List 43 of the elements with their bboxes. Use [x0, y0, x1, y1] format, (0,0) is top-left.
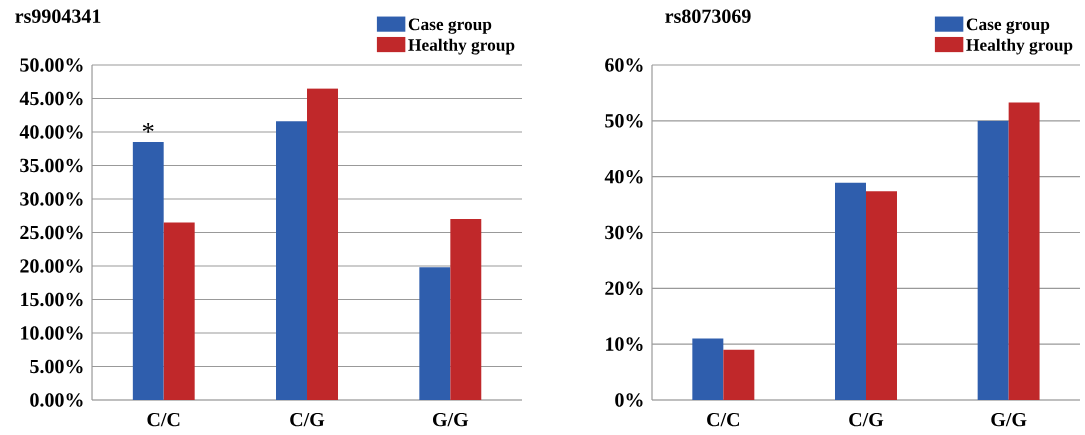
x-tick-label: C/C — [707, 412, 740, 427]
y-tick-label: 5.00% — [30, 359, 83, 374]
y-tick-label: 35.00% — [20, 158, 83, 173]
y-tick-label: 50.00% — [20, 58, 83, 72]
x-tick-label: G/G — [991, 412, 1027, 427]
bar — [866, 191, 897, 400]
x-tick-label: C/G — [290, 412, 325, 427]
bar — [692, 338, 724, 400]
bar — [419, 267, 451, 400]
bar — [132, 142, 164, 400]
bar — [835, 182, 866, 400]
y-tick-label: 45.00% — [19, 91, 83, 106]
y-tick-label: 20% — [605, 281, 643, 296]
y-tick-label: 30.00% — [20, 192, 83, 206]
bar — [307, 88, 339, 400]
y-tick-label: 20.00% — [20, 259, 83, 273]
y-tick-label: 50% — [605, 114, 643, 128]
chart-title: rs9904341 — [15, 9, 101, 23]
y-tick-label: 60% — [605, 58, 643, 72]
legend-label: Case group — [966, 18, 1050, 34]
bar — [450, 219, 482, 400]
chart-title: rs8073069 — [665, 9, 751, 23]
y-tick-label: 0.00% — [30, 393, 83, 407]
annotation: * — [142, 122, 154, 133]
bar — [163, 222, 195, 400]
legend-label: Case group — [408, 18, 492, 34]
x-tick-label: C/G — [849, 412, 884, 427]
y-tick-label: 0% — [615, 393, 643, 407]
legend-label: Healthy group — [966, 38, 1073, 55]
y-tick-label: 25.00% — [20, 225, 83, 240]
y-tick-label: 10% — [606, 337, 643, 351]
y-tick-label: 40% — [604, 169, 643, 184]
legend-label: Healthy group — [408, 38, 515, 55]
y-tick-label: 30% — [605, 225, 643, 240]
x-tick-label: G/G — [432, 412, 469, 427]
bar — [276, 121, 308, 400]
y-tick-label: 10.00% — [21, 326, 83, 340]
y-tick-label: 40.00% — [19, 125, 83, 139]
y-tick-label: 15.00% — [21, 292, 83, 307]
bar — [1008, 102, 1040, 400]
x-tick-label: C/C — [147, 412, 180, 427]
bar — [977, 120, 1009, 400]
bar — [723, 349, 755, 400]
